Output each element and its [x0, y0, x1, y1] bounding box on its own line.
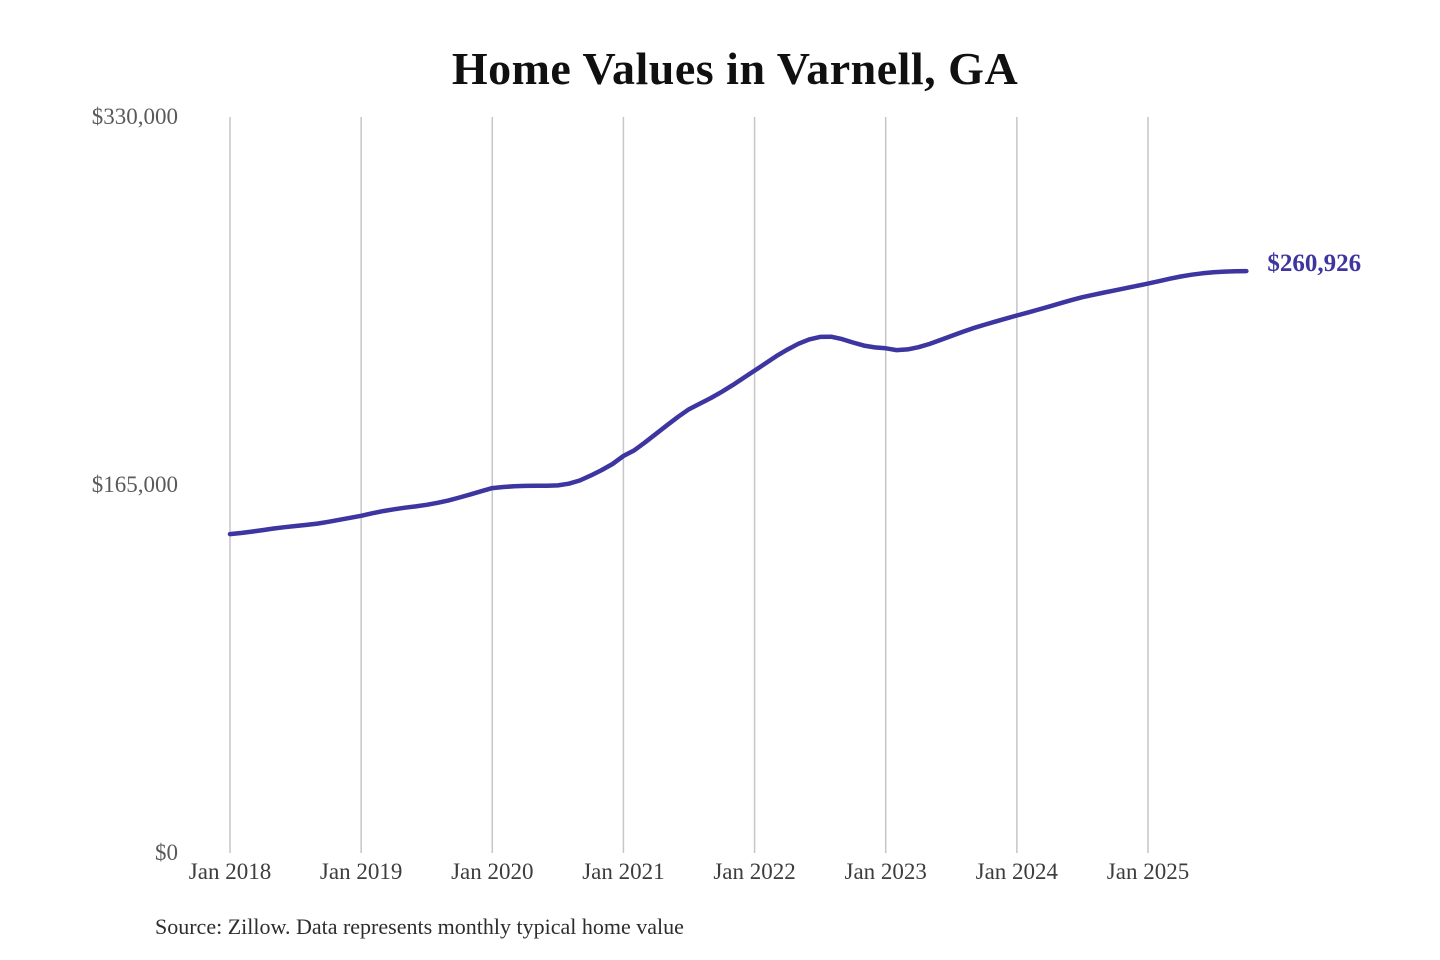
- x-axis-tick-label: Jan 2023: [844, 859, 927, 884]
- x-axis-tick-label: Jan 2025: [1106, 859, 1190, 884]
- x-axis-tick-label: Jan 2019: [319, 859, 403, 884]
- chart-title: Home Values in Varnell, GA: [451, 43, 1019, 94]
- x-axis-tick-label: Jan 2024: [975, 859, 1059, 884]
- year-gridlines: [229, 117, 1149, 853]
- y-axis-tick-label-mid: $165,000: [91, 472, 178, 497]
- source-attribution: Source: Zillow. Data represents monthly …: [155, 914, 684, 939]
- x-axis-tick-label: Jan 2020: [451, 859, 534, 884]
- y-axis-tick-label-zero: $0: [155, 840, 178, 865]
- home-value-line: [227, 268, 1249, 537]
- x-axis-tick-label: Jan 2018: [188, 859, 272, 884]
- y-axis-tick-label-max: $330,000: [91, 104, 178, 129]
- x-axis-tick-label: Jan 2021: [582, 859, 665, 884]
- x-axis-tick-label: Jan 2022: [713, 859, 796, 884]
- current-value-label: $260,926: [1267, 250, 1362, 278]
